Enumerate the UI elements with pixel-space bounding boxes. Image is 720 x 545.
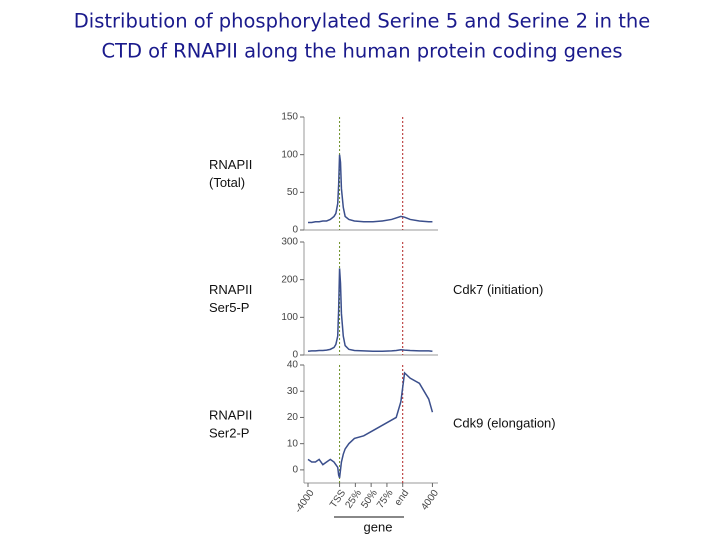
y-tick-label: 0 [292, 350, 298, 361]
x-tick-label: 25% [343, 488, 364, 511]
annotation: Cdk9 (elongation) [453, 415, 556, 430]
panel-label: RNAPII [209, 282, 252, 297]
panel-label: Ser5-P [209, 300, 249, 315]
annotation: Cdk7 (initiation) [453, 282, 543, 297]
data-line [307, 268, 433, 352]
x-tick-label: -4000 [293, 488, 317, 516]
y-tick-label: 150 [281, 112, 298, 123]
y-tick-label: 40 [287, 360, 299, 371]
data-line [308, 154, 433, 224]
y-tick-label: 100 [281, 312, 298, 323]
y-tick-label: 0 [292, 225, 298, 236]
panel-label: RNAPII [209, 157, 252, 172]
x-tick-label: 50% [359, 488, 380, 511]
panel-label: (Total) [209, 175, 245, 190]
y-tick-label: 10 [287, 438, 299, 449]
x-tick-label: end [393, 488, 412, 508]
x-axis-label: gene [364, 519, 393, 534]
y-tick-label: 50 [287, 187, 299, 198]
y-tick-label: 30 [287, 386, 299, 397]
data-line [307, 371, 434, 479]
x-tick-label: 75% [375, 488, 396, 511]
panel-label: RNAPII [209, 407, 252, 422]
y-tick-label: 0 [292, 465, 298, 476]
y-tick-label: 100 [281, 149, 298, 160]
panel-label: Ser2-P [209, 425, 249, 440]
y-tick-label: 300 [281, 237, 298, 248]
y-tick-label: 200 [281, 274, 298, 285]
title: Distribution of phosphorylated Serine 5 … [74, 10, 650, 33]
x-tick-label: 4000 [419, 488, 441, 513]
title: CTD of RNAPII along the human protein co… [101, 40, 622, 63]
y-tick-label: 20 [287, 412, 299, 423]
